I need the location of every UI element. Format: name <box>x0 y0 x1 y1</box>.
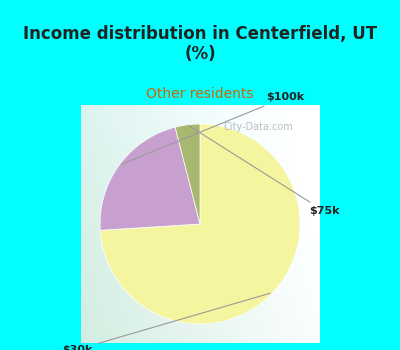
Wedge shape <box>175 124 200 224</box>
Text: $100k: $100k <box>122 92 305 164</box>
Text: $75k: $75k <box>190 126 340 217</box>
Text: City-Data.com: City-Data.com <box>224 122 294 132</box>
Wedge shape <box>100 124 300 324</box>
Text: Income distribution in Centerfield, UT
(%): Income distribution in Centerfield, UT (… <box>23 25 377 63</box>
Text: Other residents: Other residents <box>146 88 254 102</box>
Text: $30k: $30k <box>62 293 270 350</box>
Wedge shape <box>100 127 200 230</box>
